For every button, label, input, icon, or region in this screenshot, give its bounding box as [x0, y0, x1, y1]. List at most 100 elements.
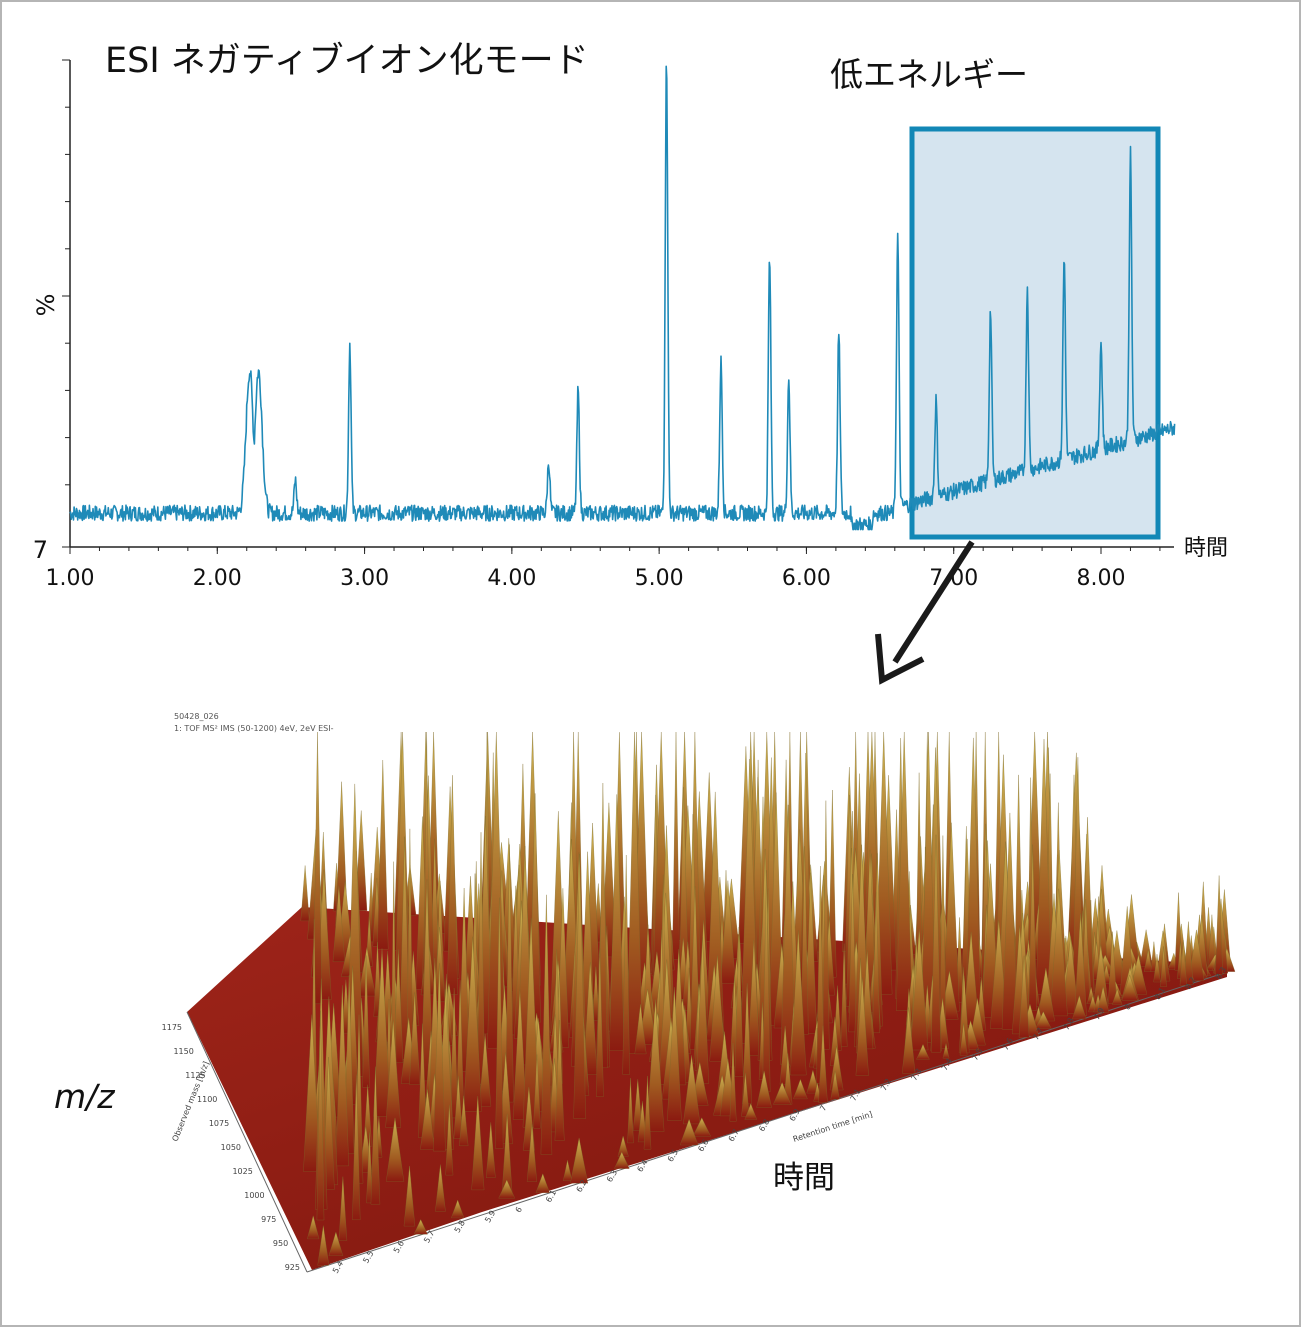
surface-spike: [420, 1089, 435, 1150]
surface-spike: [377, 759, 389, 950]
surface-y-tick-label: 975: [261, 1215, 276, 1224]
surface-spikes: [300, 731, 1236, 1266]
surface-spike: [773, 1081, 792, 1105]
surface-spike: [570, 1137, 588, 1184]
surface-front-axis: [306, 971, 1228, 1273]
surface-spike: [747, 939, 760, 1056]
surface-y-ticks: 925 950 975 1000 1025 1050 1075 1100 1125 1150 117…: [162, 1023, 300, 1272]
surface-spike: [1018, 955, 1030, 1038]
surface-spike: [312, 731, 323, 1004]
surface-y-tick-label: 1100: [197, 1095, 217, 1104]
surface-y-tick-label: 1175: [162, 1023, 182, 1032]
surface-spike: [366, 1132, 373, 1204]
surface-spike: [679, 1118, 699, 1146]
surface-spike: [445, 1104, 454, 1176]
x-tick-label: 6.00: [782, 566, 831, 591]
surface-spike: [1160, 946, 1167, 987]
surface-spike: [614, 1151, 630, 1169]
tic-trace: [69, 65, 1176, 531]
surface-spike: [942, 1043, 950, 1059]
surface-spike: [609, 794, 625, 1051]
surface-spike: [848, 874, 857, 1033]
y-min-label: 7: [33, 536, 48, 564]
surface-plot: 5.45.55.65.75.85.9 66.16.26.36.46.56.66.7…: [162, 731, 1236, 1275]
surface-spike: [471, 1096, 485, 1191]
surface-spike: [317, 1225, 330, 1266]
surface-x-tick-label: 6: [514, 1205, 524, 1214]
surface-spike: [790, 930, 807, 1076]
surface-left-axis: [186, 1011, 308, 1273]
surface-spike: [1153, 954, 1161, 983]
surface-caption-method: 1: TOF MS² IMS (50-1200) 4eV, 2eV ESI-: [174, 724, 334, 733]
surface-spike: [818, 1025, 828, 1103]
surface-spike: [633, 1079, 643, 1131]
surface-spike: [338, 1176, 348, 1241]
surface-spike: [744, 1103, 758, 1120]
surface-spike: [800, 846, 809, 1035]
surface-spike: [959, 1023, 968, 1056]
surface-spike: [512, 990, 527, 1120]
surface-spike: [486, 1122, 496, 1178]
surface-spike: [855, 977, 869, 1076]
surface-spike: [1144, 949, 1153, 972]
surface-spike: [1121, 974, 1138, 1001]
surface-spike: [592, 966, 600, 1021]
surface-spike: [840, 943, 848, 1047]
surface-spike: [554, 1020, 565, 1141]
surface-spike: [385, 1019, 401, 1128]
surface-spike: [643, 1075, 652, 1150]
x-tick-label: 4.00: [487, 566, 536, 591]
surface-spike: [300, 865, 310, 922]
surface-spike: [373, 948, 391, 1117]
surface-spike: [793, 1078, 808, 1100]
surface-y-tick-label: 1000: [244, 1191, 264, 1200]
surface-spike: [910, 928, 929, 1051]
surface-spike: [830, 1070, 840, 1100]
surface-spike: [479, 1033, 492, 1107]
surface-spike: [872, 892, 880, 1033]
surface-y-tick-label: 1050: [221, 1143, 241, 1152]
surface-spike: [1049, 888, 1068, 1017]
surface-spike: [667, 987, 682, 1121]
surface-spike: [526, 1123, 537, 1182]
surface-spike: [583, 961, 598, 1075]
surface-spike: [1028, 844, 1037, 1011]
surface-spike: [596, 948, 604, 1097]
surface-spike: [573, 853, 586, 1119]
x-tick-label: 8.00: [1077, 566, 1126, 591]
surface-spike: [540, 894, 553, 1155]
x-tick-label: 2.00: [193, 566, 242, 591]
surface-spike: [806, 1069, 820, 1094]
surface-spike: [535, 1173, 550, 1193]
surface-spike: [1062, 936, 1079, 1014]
surface-spike: [634, 1004, 647, 1055]
y-axis-label: %: [32, 294, 60, 317]
surface-x-tick-label: 7: [818, 1104, 828, 1113]
x-tick-label: 3.00: [340, 566, 389, 591]
x-tick-label: 1.00: [46, 566, 95, 591]
surface-y-tick-label: 1075: [209, 1119, 229, 1128]
surface-spike: [1188, 929, 1205, 981]
y-axis-ticks: [62, 59, 70, 548]
surface-spike: [1150, 941, 1158, 972]
surface-spike: [533, 1054, 541, 1129]
surface-spike: [637, 1101, 647, 1143]
surface-spike: [756, 1070, 772, 1108]
surface-spike: [709, 955, 726, 1062]
surface-xlabel: 時間: [773, 1160, 835, 1196]
surface-spike: [328, 1231, 344, 1256]
surface-spike: [822, 800, 830, 1050]
surface-caption-id: 50428_026: [174, 712, 219, 721]
surface-spike: [902, 1007, 916, 1074]
surface-spike: [487, 731, 506, 1049]
surface-spike: [450, 987, 459, 1119]
surface-spike: [729, 1042, 737, 1122]
surface-spike: [683, 1055, 701, 1125]
surface-spike: [409, 992, 421, 1085]
surface-spike: [459, 1095, 469, 1146]
surface-spike: [403, 1165, 416, 1227]
surface-spike: [1183, 921, 1194, 985]
surface-spike: [1179, 940, 1187, 986]
